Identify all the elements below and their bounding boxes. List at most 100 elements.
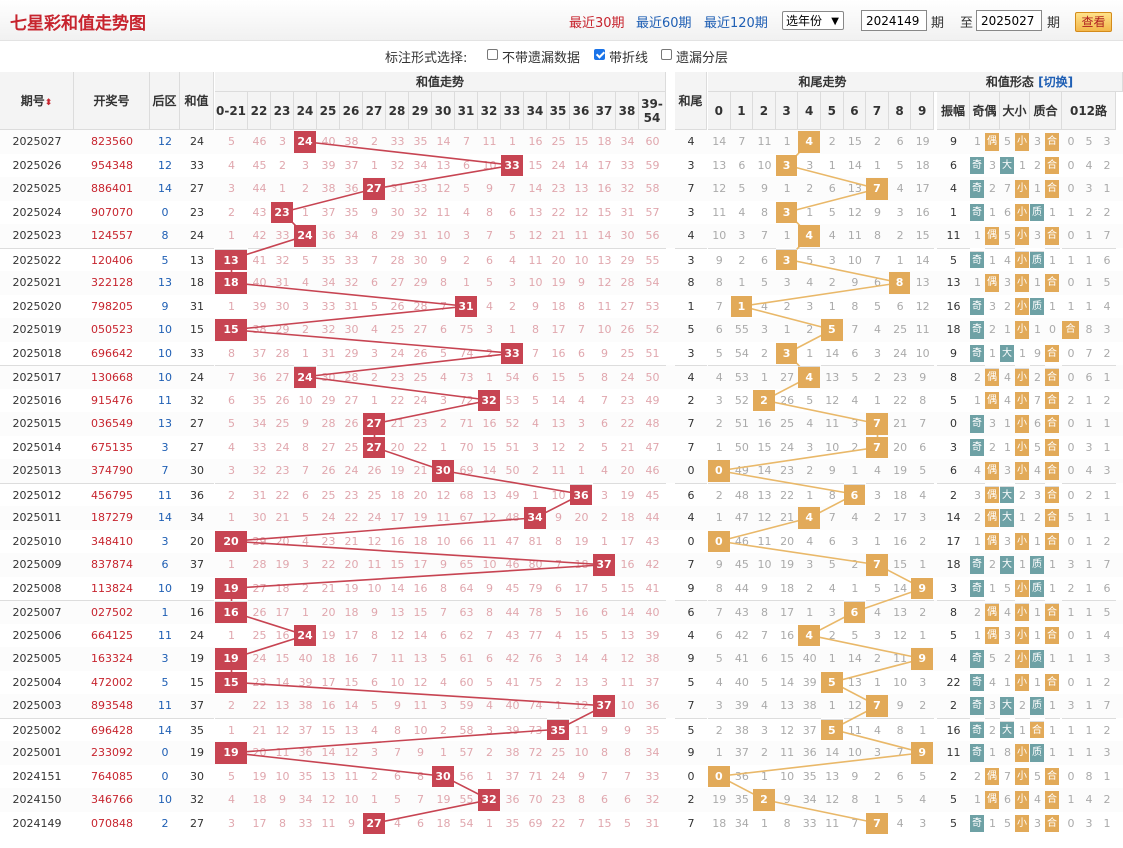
- tail-miss-cell: 4: [806, 276, 814, 289]
- form-miss: 1: [1085, 393, 1093, 407]
- sum-miss-cell: 7: [509, 182, 516, 195]
- sum-miss-cell: 33: [340, 247, 363, 272]
- miss-layer-label[interactable]: 遗漏分层: [676, 51, 729, 66]
- no-miss-checkbox[interactable]: [487, 49, 498, 60]
- back-cell: 13: [158, 417, 172, 430]
- sum-miss-cell: 2: [455, 247, 478, 272]
- year-select[interactable]: 选年份 ▼: [782, 11, 844, 30]
- sum-miss-cell: 25: [551, 746, 566, 759]
- form-tag: 小: [1015, 650, 1029, 668]
- tail-miss-cell: 11: [825, 816, 840, 830]
- polyline-label[interactable]: 带折线: [609, 51, 649, 66]
- form-miss: 1: [1049, 652, 1056, 665]
- miss-layer-checkbox[interactable]: [661, 49, 672, 60]
- sum-miss-cell: 39: [252, 299, 267, 313]
- form-tag: 奇: [970, 720, 984, 738]
- sum-miss-cell: 37: [252, 346, 267, 360]
- form-miss: 2: [1015, 482, 1030, 507]
- sum-miss-cell: 27: [321, 440, 336, 454]
- sum-miss-cell: 18: [574, 558, 589, 571]
- sum-cell: 19: [190, 581, 204, 595]
- sum-miss-cell: 57: [459, 746, 474, 759]
- form-tag: 小: [1015, 391, 1029, 409]
- sum-miss-cell: 14: [616, 600, 639, 624]
- sum-miss-cell: 3: [302, 299, 309, 313]
- tail-miss-cell: 3: [873, 346, 881, 360]
- form-miss: 4: [989, 675, 996, 689]
- sum-miss-cell: 20: [390, 440, 405, 454]
- tail-miss-cell: 3: [851, 534, 859, 548]
- sum-miss-cell: 49: [501, 482, 524, 507]
- sum-miss-cell: 2: [440, 417, 447, 430]
- range-60-link[interactable]: 最近60期: [636, 16, 692, 31]
- tail-cell: 8: [687, 276, 695, 289]
- tail-miss-cell: 16: [893, 534, 908, 548]
- sum-miss-cell: 11: [620, 675, 635, 689]
- sum-miss-cell: 25: [252, 628, 267, 642]
- sum-miss-cell: 67: [459, 511, 474, 524]
- tail-ball: 9: [911, 742, 933, 764]
- amplitude-cell: 11: [946, 229, 961, 242]
- tail-miss-cell: 15: [780, 652, 795, 665]
- tail-miss-cell: 2: [806, 182, 814, 195]
- sum-col-header: 29: [409, 92, 432, 130]
- amplitude-cell: 9: [950, 135, 957, 148]
- sum-miss-cell: 42: [645, 558, 660, 571]
- sum-miss-cell: 69: [459, 464, 474, 477]
- from-issue-input[interactable]: 2024149: [861, 10, 927, 31]
- issue-header[interactable]: 期号⬍: [0, 72, 74, 130]
- sum-miss-cell: 35: [505, 816, 520, 830]
- form-tag: 质: [1030, 203, 1044, 221]
- form-miss: 6: [1098, 247, 1116, 272]
- tail-miss-cell: 5: [798, 247, 821, 272]
- tail-miss-cell: 8: [760, 205, 768, 219]
- switch-link[interactable]: [切换]: [1033, 75, 1074, 89]
- sum-miss-cell: 34: [620, 135, 635, 148]
- sum-miss-cell: 13: [593, 247, 616, 272]
- sum-miss-cell: 3: [371, 746, 378, 759]
- back-cell: 11: [158, 628, 172, 642]
- issue-cell: 2025021: [12, 276, 62, 289]
- tail-miss-cell: 16: [757, 417, 772, 430]
- display-options: 标注形式选择: 不带遗漏数据 带折线 遗漏分层: [0, 47, 1123, 67]
- tail-miss-cell: 39: [734, 699, 749, 712]
- sum-miss-cell: 3: [440, 699, 447, 712]
- form-tag: 奇: [970, 250, 984, 268]
- tail-miss-cell: 9: [760, 581, 768, 595]
- sum-miss-cell: 40: [639, 600, 666, 624]
- tail-miss-cell: 9: [715, 558, 723, 571]
- polyline-checkbox[interactable]: [594, 49, 605, 60]
- sum-miss-cell: 30: [275, 299, 290, 313]
- sum-ball: 34: [524, 507, 546, 529]
- form-miss: 0: [1067, 229, 1075, 242]
- form-miss: 1: [974, 135, 981, 148]
- form-miss: 1: [989, 816, 996, 830]
- issue-cell: 2025020: [12, 299, 62, 313]
- range-120-link[interactable]: 最近120期: [704, 16, 768, 31]
- sum-miss-cell: 5: [463, 182, 470, 195]
- tail-miss-cell: 11: [780, 746, 795, 759]
- sum-miss-cell: 2: [509, 299, 516, 313]
- trend-table: 期号⬍ 开奖号 后区 和值 和值走势 和尾 和尾走势 和值形态 [切换] 0-21 22 23 24 2…: [0, 72, 1123, 848]
- sum-miss-cell: 66: [459, 534, 474, 548]
- form-tag: 小: [1015, 250, 1029, 268]
- sum-miss-cell: 16: [620, 558, 635, 571]
- range-30-link[interactable]: 最近30期: [569, 16, 625, 31]
- tail-miss-cell: 42: [734, 628, 749, 642]
- sum-miss-cell: 15: [620, 581, 635, 595]
- tail-ball: 3: [775, 201, 798, 223]
- sum-miss-cell: 15: [275, 652, 290, 665]
- tail-ball: 3: [775, 248, 798, 270]
- sum-miss-cell: 5: [601, 440, 608, 454]
- tail-cell: 9: [687, 652, 695, 665]
- sum-miss-cell: 4: [363, 717, 386, 742]
- tail-miss-cell: 12: [847, 699, 862, 712]
- form-tag: 偶: [985, 485, 999, 503]
- to-issue-input[interactable]: 2025027: [976, 10, 1042, 31]
- back-cell: 5: [150, 247, 180, 272]
- query-button[interactable]: 查看: [1075, 12, 1112, 32]
- no-miss-label[interactable]: 不带遗漏数据: [502, 51, 581, 66]
- sum-ball: 19: [215, 648, 247, 670]
- issue-cell: 2025015: [12, 417, 62, 430]
- form-col-header: 大小: [1000, 92, 1030, 130]
